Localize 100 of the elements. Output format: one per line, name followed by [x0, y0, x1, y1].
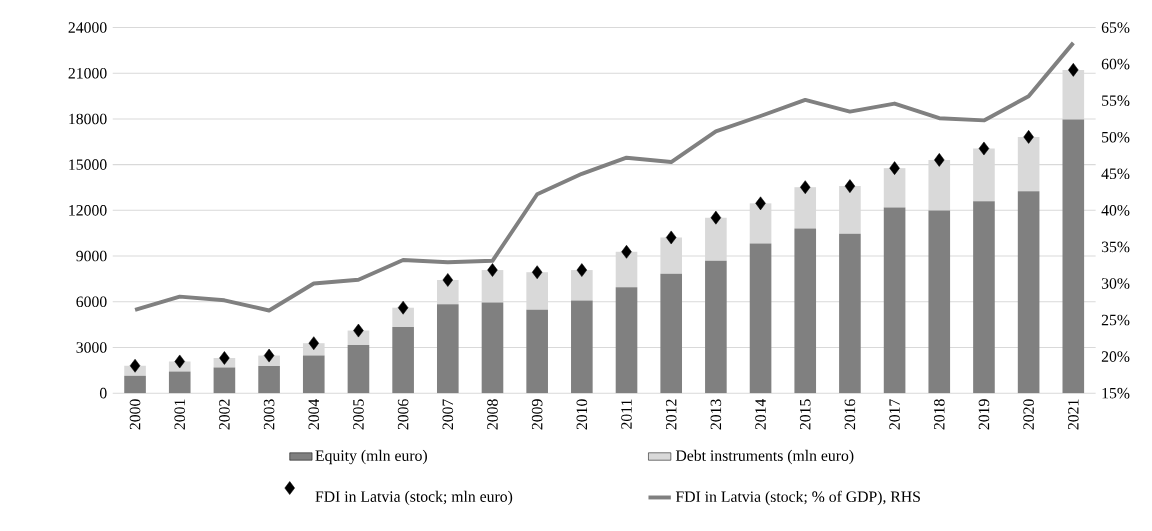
bar — [928, 160, 951, 211]
bar — [526, 309, 548, 394]
bar — [660, 273, 683, 394]
y2-tick-label: 55% — [1102, 95, 1130, 107]
y2-tick-label: 50% — [1102, 131, 1130, 143]
x-tick-label: 2007 — [442, 399, 454, 430]
y2-tick-label: 45% — [1101, 168, 1130, 180]
bar — [436, 280, 459, 305]
x-tick-label: 2005 — [353, 399, 364, 430]
point — [710, 210, 722, 225]
bar — [1062, 69, 1085, 120]
bar — [883, 168, 906, 208]
y-tick-label: 15000 — [69, 159, 107, 171]
point — [174, 354, 185, 369]
legend-label: Equity (mln euro) — [315, 449, 427, 465]
bar — [481, 302, 504, 394]
point — [129, 359, 141, 373]
bar — [213, 367, 236, 394]
y-tick-label: 12000 — [69, 205, 107, 216]
bar — [705, 217, 727, 261]
x-tick-label: 2015 — [799, 399, 811, 430]
y-tick-label: 3000 — [76, 342, 107, 353]
bar — [660, 237, 683, 274]
y2-tick-label: 30% — [1101, 278, 1130, 289]
point — [844, 179, 856, 194]
x-tick-label: 2019 — [978, 399, 990, 430]
legend-label: Debt instruments (mln euro) — [675, 449, 854, 465]
y-tick-label: 24000 — [68, 22, 107, 33]
bar — [571, 300, 593, 394]
bar — [258, 366, 280, 394]
bar — [749, 203, 772, 244]
bar — [973, 148, 995, 202]
bar — [124, 375, 146, 394]
y2-tick-label: 20% — [1101, 351, 1130, 363]
bar — [615, 287, 638, 394]
point — [1068, 63, 1079, 77]
x-tick-label: 2012 — [665, 399, 677, 430]
bar — [392, 327, 414, 394]
y2-tick-label: 35% — [1101, 241, 1130, 253]
x-tick-label: 2011 — [621, 399, 632, 429]
x-tick-label: 2016 — [844, 399, 856, 430]
point — [531, 265, 543, 280]
legend-label: FDI in Latvia (stock; % of GDP), RHS — [675, 490, 920, 506]
bar — [749, 243, 772, 394]
x-tick-label: 2000 — [129, 399, 141, 430]
y2-tick-label: 40% — [1101, 205, 1130, 216]
y2-tick-label: 25% — [1101, 314, 1130, 326]
point — [397, 301, 409, 315]
point — [353, 323, 364, 338]
bar — [347, 345, 370, 394]
x-tick-label: 2006 — [397, 399, 409, 430]
x-tick-label: 2002 — [219, 399, 230, 430]
bar — [883, 207, 906, 394]
bar — [392, 307, 414, 328]
y-tick-label: 6000 — [76, 296, 107, 308]
point — [1023, 130, 1034, 144]
bar — [436, 304, 459, 394]
point — [621, 245, 632, 259]
bar — [794, 187, 817, 229]
bar — [794, 228, 817, 394]
line-series — [133, 41, 1076, 313]
x-tick-label: 2013 — [710, 399, 722, 430]
x-tick-label: 2018 — [933, 399, 945, 430]
point — [800, 180, 811, 195]
bar — [839, 233, 861, 394]
x-tick-label: 2003 — [263, 399, 275, 430]
x-tick-label: 2010 — [576, 399, 588, 430]
x-tick-label: 2008 — [487, 399, 498, 430]
point — [442, 273, 453, 287]
y-tick-label: 0 — [99, 387, 107, 399]
point — [666, 230, 677, 245]
bar — [705, 260, 727, 394]
bar — [1017, 137, 1040, 192]
bar — [615, 251, 638, 288]
x-tick-label: 2021 — [1068, 399, 1079, 430]
x-tick-label: 2009 — [531, 399, 543, 430]
bar — [928, 210, 951, 394]
bar — [839, 186, 861, 234]
point — [487, 263, 498, 277]
y-tick-label: 9000 — [76, 250, 107, 262]
bar — [302, 355, 325, 394]
point — [755, 196, 766, 211]
y2-tick-label: 65% — [1101, 22, 1130, 33]
bar — [973, 201, 995, 394]
legend-label: FDI in Latvia (stock; mln euro) — [315, 490, 513, 506]
y2-tick-label: 15% — [1102, 387, 1130, 399]
y2-tick-label: 60% — [1101, 58, 1130, 70]
x-tick-label: 2001 — [174, 399, 186, 430]
point — [934, 153, 945, 167]
point — [576, 263, 588, 277]
bar — [1062, 119, 1085, 394]
x-tick-label: 2014 — [755, 399, 766, 430]
bar — [571, 270, 593, 301]
point — [263, 348, 275, 363]
point — [308, 336, 319, 351]
y-tick-label: 21000 — [68, 68, 107, 79]
x-tick-label: 2017 — [889, 399, 900, 430]
y-tick-label: 18000 — [69, 113, 107, 125]
point — [219, 351, 230, 365]
bar — [526, 272, 548, 310]
